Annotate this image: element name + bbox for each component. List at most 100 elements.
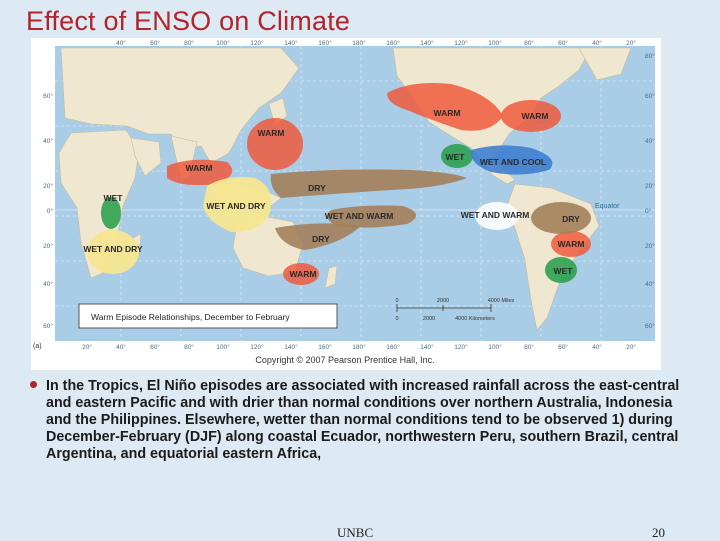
region-wet-argentina [545,257,577,283]
lat-label: 80° [645,52,655,60]
region-label: WET AND COOL [480,157,546,167]
region-warm-east-asia [247,118,303,170]
region-label: WARM [290,269,317,279]
lat-label: 0° [645,207,652,215]
region-warm-se-australia [283,263,319,285]
lat-label: 0° [47,207,54,215]
region-dry-amazon [531,202,591,234]
climate-regions [87,83,591,285]
scale-km-4000: 4000 Kilometers [455,316,495,322]
enso-map-figure: WARM WARM WARM WARM WARM WARM WET WET AN… [31,38,661,370]
land-arabia [130,137,162,177]
scale-km-2000: 2000 [423,316,435,322]
region-wet-cool-gulf [470,145,553,175]
lon-label: 160° [318,39,332,47]
lon-label: 40° [592,39,602,47]
lon-label: 140° [420,343,434,351]
region-wet-warm-central-pacific [327,205,417,228]
page-number: 20 [652,525,665,540]
region-warm-canada [501,100,561,132]
scale-bar: 0 2000 4000 Miles 0 2000 4000 Kilometers [395,298,514,322]
lon-label: 40° [592,343,602,351]
region-label: WET AND DRY [206,201,266,211]
enso-map: WARM WARM WARM WARM WARM WARM WET WET AN… [33,39,655,365]
lat-label: 20° [43,242,53,250]
lat-label: 40° [645,137,655,145]
lat-label: 20° [645,182,655,190]
region-label: WARM [434,108,461,118]
region-label: WET AND WARM [461,210,530,220]
region-label: WET [554,266,574,276]
lat-label: 60° [645,322,655,330]
region-warm-brazil [551,231,591,257]
region-label: WET [104,193,124,203]
region-warm-north-pacific [387,83,503,131]
lon-label: 180° [352,343,366,351]
lon-label: 100° [488,343,502,351]
lon-label: 100° [488,39,502,47]
lon-label: 140° [284,39,298,47]
copyright-text: Copyright © 2007 Pearson Prentice Hall, … [255,355,434,365]
lat-label: 60° [43,92,53,100]
lon-label: 60° [558,343,568,351]
region-label: DRY [312,234,330,244]
lon-label: 80° [184,343,194,351]
legend-title: Warm Episode Relationships, December to … [91,312,290,322]
region-warm-south-asia [167,159,233,186]
lon-label: 140° [420,39,434,47]
footer-organization: UNBC [337,525,374,540]
region-labels: WARM WARM WARM WARM WARM WARM WET WET AN… [83,108,584,279]
lon-label: 160° [386,39,400,47]
lon-label: 100° [216,343,230,351]
lon-label: 40° [116,39,126,47]
lon-label: 60° [558,39,568,47]
scale-km-0: 0 [395,316,398,322]
lon-label: 80° [184,39,194,47]
lon-label: 160° [386,343,400,351]
scale-miles-4000: 4000 Miles [488,298,515,304]
scale-miles-0: 0 [395,298,398,304]
region-wet-east-africa [101,197,121,229]
lat-label: 40° [43,280,53,288]
land-eurasia [60,47,300,164]
land-new-zealand [324,265,338,289]
region-label: DRY [308,183,326,193]
lat-label: 60° [43,322,53,330]
lon-label: 80° [524,343,534,351]
region-dry-south-pacific [275,223,361,250]
lon-label: 120° [250,39,264,47]
lon-label: 120° [250,343,264,351]
region-label: WARM [558,239,585,249]
lon-label: 100° [216,39,230,47]
lon-label: 160° [318,343,332,351]
lon-label: 20° [626,39,636,47]
legend-box [78,303,338,329]
region-label: WARM [186,163,213,173]
lon-label: 80° [524,39,534,47]
region-label: DRY [562,214,580,224]
lon-label: 60° [150,343,160,351]
lat-label: 20° [645,242,655,250]
latitude-labels-right: 80° 60° 40° 20° 0° 20° 40° 60° [645,52,655,330]
lon-label: 60° [150,39,160,47]
region-wet-warm-peru [475,202,519,230]
longitude-labels-top: 40° 60° 80° 100° 120° 140° 160° 180° 160… [116,39,636,47]
region-label: WARM [258,128,285,138]
lat-label: 60° [645,92,655,100]
region-dry-north-pacific [270,169,467,198]
lon-label: 40° [116,343,126,351]
lon-label: 120° [454,343,468,351]
lat-label: 20° [43,182,53,190]
region-label: WET AND WARM [325,211,394,221]
lon-label: 140° [284,343,298,351]
lon-label: 180° [352,39,366,47]
region-wet-gulf [441,144,473,168]
scale-miles-2000: 2000 [437,298,449,304]
region-wet-dry-southeast-asia [203,177,272,233]
lon-label: 20° [626,343,636,351]
lon-label: 120° [454,39,468,47]
region-label: WET [446,152,466,162]
lat-label: 40° [645,280,655,288]
region-label: WARM [522,111,549,121]
land-greenland [578,47,632,81]
